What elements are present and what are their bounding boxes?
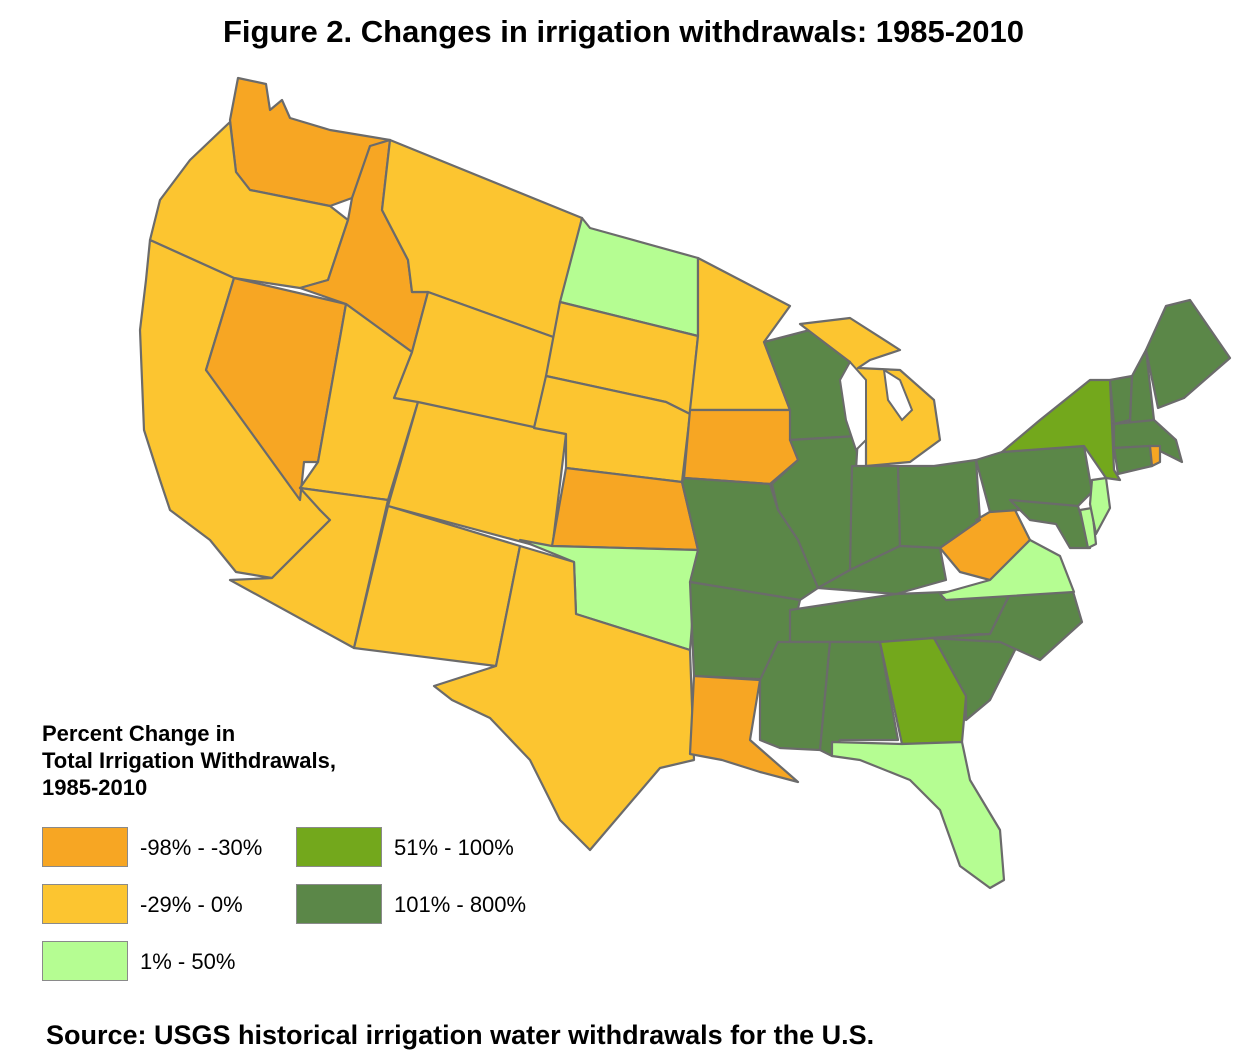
state-florida: [830, 740, 1006, 890]
state-mississippi: [758, 640, 832, 752]
legend-label: 51% - 100%: [394, 835, 514, 860]
state-georgia: [878, 636, 968, 746]
legend-swatch: [42, 884, 128, 924]
legend-title-line-3: 1985-2010: [42, 775, 148, 800]
legend-swatch: [42, 827, 128, 867]
legend-swatch: [296, 827, 382, 867]
state-kansas: [550, 466, 700, 552]
state-north-carolina: [928, 586, 1084, 662]
state-vermont: [1108, 374, 1134, 426]
state-new-jersey: [1088, 476, 1112, 536]
legend-swatch: [296, 884, 382, 924]
legend-label: 1% - 50%: [140, 949, 236, 974]
legend-label: -29% - 0%: [140, 892, 243, 917]
state-connecticut: [1112, 444, 1154, 476]
source-caption: Source: USGS historical irrigation water…: [46, 1020, 875, 1050]
legend-title-line-1: Percent Change in: [42, 721, 236, 746]
state-iowa: [682, 408, 800, 486]
state-rhode-island: [1148, 444, 1162, 468]
legend-swatch: [42, 941, 128, 981]
legend-label: -98% - -30%: [140, 835, 263, 860]
state-texas: [432, 544, 696, 852]
figure-title: Figure 2. Changes in irrigation withdraw…: [222, 14, 1025, 49]
state-new-york: [1000, 378, 1122, 482]
state-maine: [1144, 298, 1232, 410]
lake-huron: [882, 368, 914, 422]
state-missouri: [680, 476, 820, 602]
state-maryland: [1008, 498, 1092, 550]
state-minnesota: [688, 256, 792, 412]
state-virginia: [938, 538, 1076, 602]
state-louisiana: [688, 674, 800, 784]
legend-title: Percent Change in Total Irrigation Withd…: [42, 720, 336, 801]
legend-title-line-2: Total Irrigation Withdrawals,: [42, 748, 336, 773]
lake-michigan: [838, 360, 867, 452]
state-arizona: [228, 486, 390, 650]
legend-label: 101% - 800%: [394, 892, 527, 917]
